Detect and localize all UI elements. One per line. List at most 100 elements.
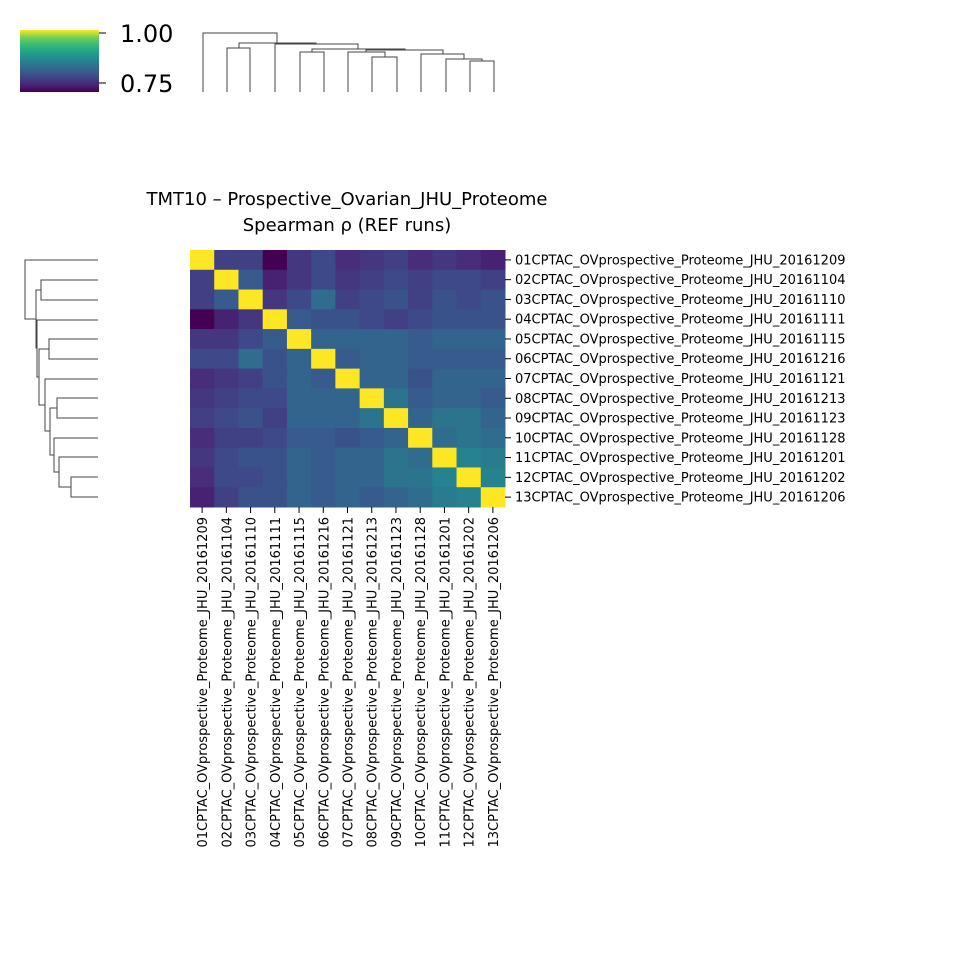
heatmap-cell xyxy=(383,427,409,449)
row-label: 04CPTAC_OVprospective_Proteome_JHU_20161… xyxy=(515,313,846,328)
heatmap-cell xyxy=(262,388,288,409)
heatmap-cell xyxy=(480,348,506,370)
heatmap-cell xyxy=(456,348,482,370)
heatmap-cell xyxy=(480,309,506,330)
heatmap-cell xyxy=(432,269,458,291)
row-label: 10CPTAC_OVprospective_Proteome_JHU_20161… xyxy=(515,431,846,446)
column-label: 13CPTAC_OVprospective_Proteome_JHU_20161… xyxy=(487,517,502,848)
heatmap-cell xyxy=(480,250,506,271)
heatmap-cell xyxy=(311,447,336,468)
row-dendrogram xyxy=(24,259,98,498)
heatmap-cell xyxy=(262,487,288,508)
heatmap-cell xyxy=(335,368,361,389)
heatmap-cell xyxy=(190,250,215,271)
heatmap-cell xyxy=(359,329,385,350)
column-label: 06CPTAC_OVprospective_Proteome_JHU_20161… xyxy=(317,517,332,848)
row-label: 08CPTAC_OVprospective_Proteome_JHU_20161… xyxy=(515,392,846,407)
heatmap-cell xyxy=(286,388,312,409)
heatmap-cell xyxy=(432,427,458,449)
heatmap-cell xyxy=(480,447,506,468)
colorbar-tick-label-low: 0.75 xyxy=(120,70,173,98)
heatmap-cell xyxy=(456,269,482,291)
row-labels: 01CPTAC_OVprospective_Proteome_JHU_20161… xyxy=(505,253,846,506)
heatmap-cell xyxy=(190,447,215,468)
heatmap-cell xyxy=(238,388,264,409)
column-label: 07CPTAC_OVprospective_Proteome_JHU_20161… xyxy=(342,517,357,848)
heatmap-cell xyxy=(190,329,215,350)
heatmap-cell xyxy=(214,388,239,409)
heatmap-cell xyxy=(456,368,482,389)
heatmap-cell xyxy=(262,447,288,468)
heatmap-cell xyxy=(262,427,288,449)
heatmap-cell xyxy=(335,388,361,409)
heatmap-cell xyxy=(456,467,482,488)
heatmap-cell xyxy=(408,309,433,330)
heatmap-cell xyxy=(432,309,458,330)
heatmap-cell xyxy=(383,467,409,488)
heatmap-cell xyxy=(214,408,239,429)
column-label: 02CPTAC_OVprospective_Proteome_JHU_20161… xyxy=(220,517,235,848)
heatmap-cell xyxy=(238,269,264,291)
heatmap-cell xyxy=(408,348,433,370)
heatmap-cell xyxy=(238,329,264,350)
column-dendrogram xyxy=(202,32,495,92)
heatmap-cell xyxy=(190,408,215,429)
heatmap-cell xyxy=(214,447,239,468)
heatmap-cell xyxy=(480,289,506,310)
heatmap-cell xyxy=(190,289,215,310)
column-label: 08CPTAC_OVprospective_Proteome_JHU_20161… xyxy=(366,517,381,848)
heatmap-cell xyxy=(311,309,336,330)
heatmap-cell xyxy=(190,467,215,488)
column-labels: 01CPTAC_OVprospective_Proteome_JHU_20161… xyxy=(196,507,502,848)
heatmap-cell xyxy=(383,348,409,370)
heatmap-cell xyxy=(408,408,433,429)
heatmap-cell xyxy=(359,487,385,508)
heatmap-cell xyxy=(456,487,482,508)
heatmap-cell xyxy=(432,388,458,409)
heatmap-cell xyxy=(408,427,433,449)
heatmap-cell xyxy=(408,289,433,310)
heatmap-cell xyxy=(383,408,409,429)
heatmap-cell xyxy=(335,408,361,429)
colorbar-swatch xyxy=(20,30,99,92)
heatmap-cell xyxy=(359,309,385,330)
heatmap-cell xyxy=(432,289,458,310)
heatmap-cell xyxy=(383,309,409,330)
heatmap-cell xyxy=(408,447,433,468)
heatmap-cell xyxy=(311,289,336,310)
heatmap-cell xyxy=(408,329,433,350)
heatmap-cell xyxy=(359,408,385,429)
heatmap-cell xyxy=(286,289,312,310)
heatmap-cell xyxy=(432,408,458,429)
heatmap-cell xyxy=(432,467,458,488)
row-label: 01CPTAC_OVprospective_Proteome_JHU_20161… xyxy=(515,253,846,268)
row-label: 05CPTAC_OVprospective_Proteome_JHU_20161… xyxy=(515,332,846,347)
row-label: 11CPTAC_OVprospective_Proteome_JHU_20161… xyxy=(515,451,846,466)
heatmap-cell xyxy=(311,250,336,271)
heatmap-cell xyxy=(408,388,433,409)
heatmap-cell xyxy=(359,250,385,271)
heatmap-cell xyxy=(311,427,336,449)
heatmap-cell xyxy=(311,408,336,429)
heatmap-cell xyxy=(480,487,506,508)
heatmap-cell xyxy=(311,348,336,370)
heatmap-cell xyxy=(238,368,264,389)
heatmap-cell xyxy=(456,250,482,271)
heatmap-cell xyxy=(432,329,458,350)
heatmap-cell xyxy=(286,427,312,449)
row-label: 09CPTAC_OVprospective_Proteome_JHU_20161… xyxy=(515,412,846,427)
heatmap-cell xyxy=(359,289,385,310)
heatmap-cell xyxy=(383,368,409,389)
heatmap-cell xyxy=(335,427,361,449)
heatmap-cell xyxy=(335,447,361,468)
heatmap-cell xyxy=(408,368,433,389)
chart-subtitle: Spearman ρ (REF runs) xyxy=(242,215,452,236)
heatmap-cell xyxy=(214,289,239,310)
heatmap-cell xyxy=(335,348,361,370)
heatmap-cell xyxy=(432,447,458,468)
chart-title: TMT10 – Prospective_Ovarian_JHU_Proteome xyxy=(146,189,548,210)
row-label: 03CPTAC_OVprospective_Proteome_JHU_20161… xyxy=(515,293,846,308)
column-label: 10CPTAC_OVprospective_Proteome_JHU_20161… xyxy=(414,517,429,848)
heatmap-cell xyxy=(408,269,433,291)
